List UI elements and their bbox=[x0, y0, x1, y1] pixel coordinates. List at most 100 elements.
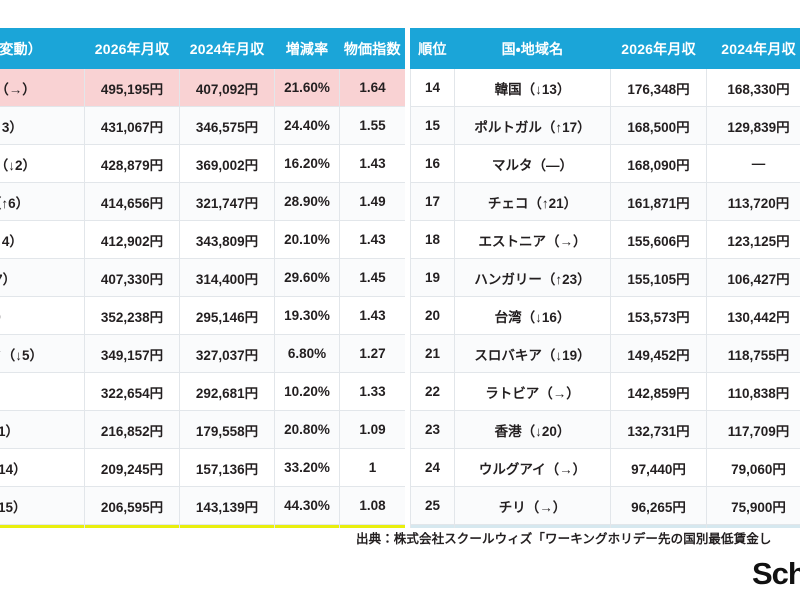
cell-country-name: リトアニア（↑15） bbox=[0, 486, 85, 525]
cell-country-name: ウルグアイ（→） bbox=[454, 448, 611, 487]
cell-income-2024: 30,359円 bbox=[706, 524, 800, 528]
cell-income-2024: — bbox=[706, 144, 800, 183]
right-table-viewport: 順位 国・地域名 2026年月収 2024年月収 14 韓国（↓13） 176,34… bbox=[410, 28, 800, 528]
table-row: 22 ラトビア（→） 142,859円 110,838円 bbox=[410, 372, 800, 411]
cell-country-name: 韓国（↓13） bbox=[454, 68, 611, 107]
cell-income-2024: 168,330円 bbox=[706, 68, 800, 107]
cell-change-rate: 28.90% bbox=[274, 182, 340, 221]
cell-income-2026: 352,238円 bbox=[84, 296, 180, 335]
cell-price-index: 1.43 bbox=[339, 296, 405, 335]
table-row: 24 ウルグアイ（→） 97,440円 79,060円 bbox=[410, 448, 800, 487]
cell-change-rate: 21.60% bbox=[274, 68, 340, 107]
table-row: 20 台湾（↓16） 153,573円 130,442円 bbox=[410, 296, 800, 335]
cell-income-2026: 428,879円 bbox=[84, 144, 180, 183]
cell-income-2026: 176,348円 bbox=[610, 68, 707, 107]
cell-income-2026: 149,452円 bbox=[610, 334, 707, 373]
cell-income-2026: 322,654円 bbox=[84, 372, 180, 411]
source-citation: 出典：株式会社スクールウィズ「ワーキングホリデー先の国別最低賃金し bbox=[356, 532, 772, 546]
cell-income-2026: 209,245円 bbox=[84, 448, 180, 487]
cell-price-index: 1.43 bbox=[339, 144, 405, 183]
right-table-body: 14 韓国（↓13） 176,348円 168,330円 15 ポルトガル（↑17） 168… bbox=[410, 68, 800, 528]
cell-income-2026: 155,606円 bbox=[610, 220, 707, 259]
cell-income-2024: 110,838円 bbox=[706, 372, 800, 411]
cell-country-name: 台湾（↓16） bbox=[454, 296, 611, 335]
cell-country-name: ポーランド（↑14） bbox=[0, 448, 85, 487]
right-table-header-row: 順位 国・地域名 2026年月収 2024年月収 bbox=[410, 28, 800, 69]
cell-income-2026: 412,902円 bbox=[84, 220, 180, 259]
cell-country-name: ポルトガル（↑17） bbox=[454, 106, 611, 145]
cell-income-2024: 117,709円 bbox=[706, 410, 800, 449]
cell-country-name: チリ（→） bbox=[454, 486, 611, 525]
header-income-2026-left: 2026年月収 bbox=[84, 28, 180, 69]
cell-change-rate: 19.30% bbox=[274, 296, 340, 335]
cell-income-2026: 96,265円 bbox=[610, 486, 707, 525]
cell-country-name: チェコ（↑21） bbox=[454, 182, 611, 221]
header-income-2024-left: 2024年月収 bbox=[179, 28, 275, 69]
table-row: 14 韓国（↓13） 176,348円 168,330円 bbox=[410, 68, 800, 107]
cell-country-name: デンマーク（↑3） bbox=[0, 106, 85, 145]
cell-income-2026: 414,656円 bbox=[84, 182, 180, 221]
cell-price-index: 1.08 bbox=[339, 486, 405, 525]
cell-country-name: マルタ（—） bbox=[454, 144, 611, 183]
cell-price-index: 1.33 bbox=[339, 372, 405, 411]
left-table-header-row: 国・地域名（順位変動） 2026年月収 2024年月収 増減率 物価指数 bbox=[0, 28, 405, 69]
header-income-2026-right: 2026年月収 bbox=[610, 28, 707, 69]
header-country-name-right: 国・地域名 bbox=[454, 28, 611, 69]
cell-income-2026: 407,330円 bbox=[84, 258, 180, 297]
header-price-index: 物価指数 bbox=[339, 28, 405, 69]
cell-change-rate: 29.60% bbox=[274, 258, 340, 297]
cell-rank: 25 bbox=[410, 486, 455, 525]
cell-income-2026: 155,105円 bbox=[610, 258, 707, 297]
cell-income-2026: 142,859円 bbox=[610, 372, 707, 411]
cell-country-name: カナダ（→） bbox=[0, 372, 85, 411]
table-row: 21 スロバキア（↓19） 149,452円 118,755円 bbox=[410, 334, 800, 373]
cell-price-index: 1.55 bbox=[339, 106, 405, 145]
cell-price-index: 1.45 bbox=[339, 258, 405, 297]
cell-income-2024: 143,139円 bbox=[179, 486, 275, 525]
cell-price-index: 1.64 bbox=[339, 68, 405, 107]
cell-rank: 16 bbox=[410, 144, 455, 183]
ranking-table-right: 順位 国・地域名 2026年月収 2024年月収 14 韓国（↓13） 176,34… bbox=[410, 28, 800, 528]
cell-country-name: 香港（↓20） bbox=[454, 410, 611, 449]
cell-income-2026: 132,731円 bbox=[610, 410, 707, 449]
cell-change-rate: 10.20% bbox=[274, 372, 340, 411]
cell-income-2026: 431,067円 bbox=[84, 106, 180, 145]
cell-price-index: 1.43 bbox=[339, 220, 405, 259]
cell-income-2026: 97,440円 bbox=[610, 448, 707, 487]
cell-income-2024: 292,681円 bbox=[179, 372, 275, 411]
cell-price-index: 1.09 bbox=[339, 410, 405, 449]
table-row: 16 マルタ（—） 168,090円 — bbox=[410, 144, 800, 183]
cell-income-2024: 118,755円 bbox=[706, 334, 800, 373]
cell-change-rate: 33.20% bbox=[274, 448, 340, 487]
cell-price-index: 1.27 bbox=[339, 334, 405, 373]
cell-income-2024: 321,747円 bbox=[179, 182, 275, 221]
cell-income-2024: 106,427円 bbox=[706, 258, 800, 297]
cell-country-name: ニュージーランド（↓5） bbox=[0, 334, 85, 373]
left-table-viewport: 国・地域名（順位変動） 2026年月収 2024年月収 増減率 物価指数 ルクセ… bbox=[0, 28, 405, 528]
table-row: 15 ポルトガル（↑17） 168,500円 129,839円 bbox=[410, 106, 800, 145]
cell-country-name: スロバキア（↓19） bbox=[454, 334, 611, 373]
cell-income-2024: 327,037円 bbox=[179, 334, 275, 373]
header-rank: 順位 bbox=[410, 28, 455, 69]
schoolwith-logo: Sch bbox=[752, 556, 800, 591]
cell-rank: 20 bbox=[410, 296, 455, 335]
cell-income-2026: 161,871円 bbox=[610, 182, 707, 221]
cell-income-2024: 168,640円 bbox=[179, 524, 275, 528]
cell-country-name: ノルウェー（↓4） bbox=[0, 220, 85, 259]
cell-country-name: 日本（↓12） bbox=[0, 524, 85, 528]
cell-country-name: スペイン（↑11） bbox=[0, 410, 85, 449]
cell-rank: 18 bbox=[410, 220, 455, 259]
cell-income-2026: 495,195円 bbox=[84, 68, 180, 107]
cell-rank: 19 bbox=[410, 258, 455, 297]
cell-income-2024: 123,125円 bbox=[706, 220, 800, 259]
cell-country-name: ドイツ（↑8） bbox=[0, 296, 85, 335]
